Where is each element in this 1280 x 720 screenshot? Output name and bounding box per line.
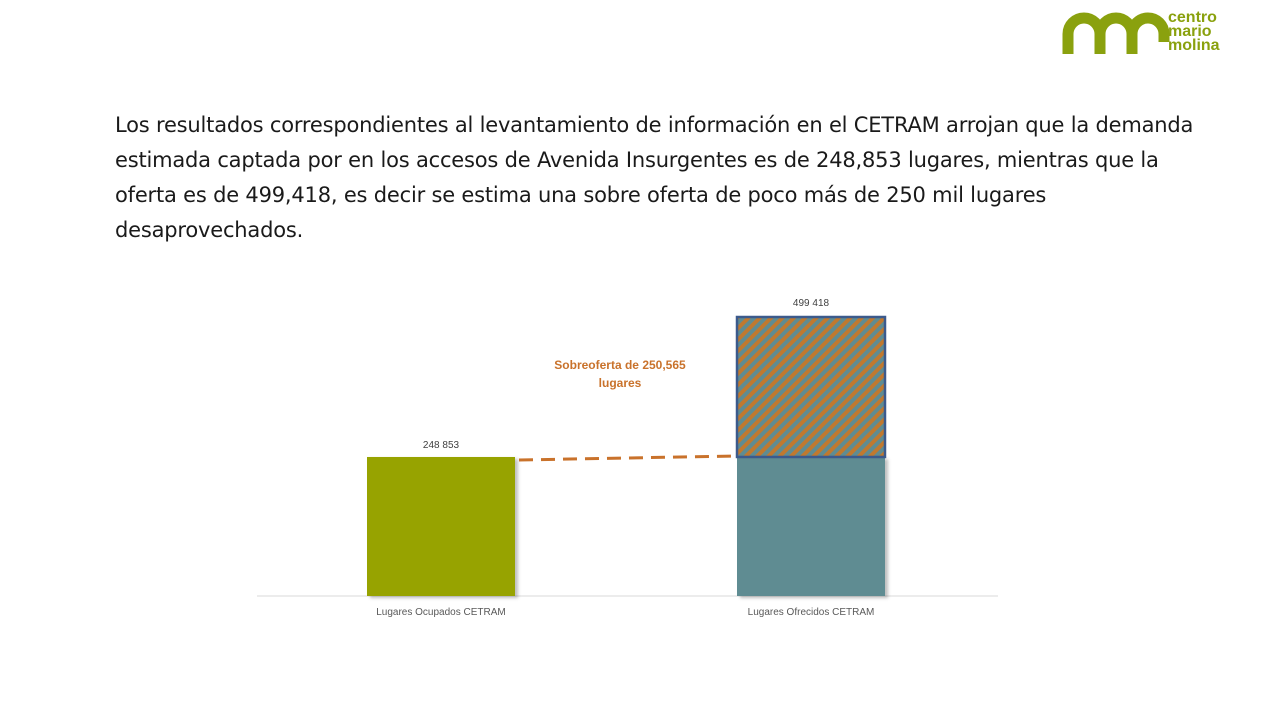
bar-lugares-ofrecidos-base — [737, 456, 885, 596]
logo-text-line-3: molina — [1168, 37, 1220, 54]
bar-lugares-ocupados — [367, 456, 515, 596]
surplus-annotation-line-1: Sobreoferta de 250,565 — [554, 358, 686, 372]
summary-paragraph: Los resultados correspondientes al levan… — [115, 113, 1194, 242]
demand-dashed-line — [518, 454, 738, 462]
x-tick-label-ocupados: Lugares Ocupados CETRAM — [376, 607, 506, 618]
data-label-ocupados: 248 853 — [423, 440, 460, 451]
bar-lugares-ofrecidos-surplus — [735, 315, 887, 459]
logo-text-line-1: centro — [1168, 9, 1217, 26]
surplus-annotation-line-2: lugares — [599, 376, 642, 390]
data-label-ofrecidos: 499 418 — [793, 298, 830, 309]
x-tick-label-ofrecidos: Lugares Ofrecidos CETRAM — [748, 607, 875, 618]
cmm-logo-icon — [1062, 12, 1170, 54]
logo-text-line-2: mario — [1168, 23, 1212, 40]
